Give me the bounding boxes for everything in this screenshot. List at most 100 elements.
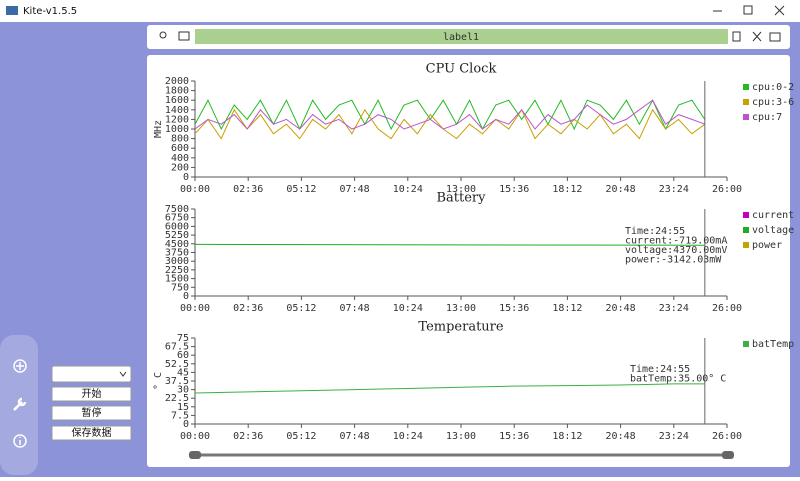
x-tick-label: 18:12	[552, 303, 582, 314]
y-axis-label: ° C	[153, 372, 164, 390]
settings-icon[interactable]	[13, 397, 27, 411]
save-icon[interactable]	[732, 31, 741, 42]
y-tick-label: 45	[177, 367, 189, 378]
y-tick-label: 0	[183, 291, 189, 302]
cursor-annotation: batTemp:35.00° C	[630, 374, 726, 385]
dropdown-arrow	[119, 371, 127, 377]
chart-title: Temperature	[418, 320, 503, 335]
slider-handle-right[interactable]	[722, 451, 734, 459]
y-tick-label: 4500	[165, 239, 189, 250]
slider-handle-left[interactable]	[189, 451, 201, 459]
legend-label: voltage	[752, 225, 794, 236]
legend-label: power	[752, 240, 782, 251]
add-icon-cross	[16, 362, 24, 370]
add-icon[interactable]	[13, 359, 27, 373]
y-tick-label: 67.5	[165, 342, 189, 353]
x-tick-label: 07:48	[340, 303, 370, 314]
pause-button[interactable]	[51, 405, 132, 421]
app-icon	[6, 6, 18, 15]
x-tick-label: 07:48	[340, 184, 370, 195]
x-tick-label: 05:12	[286, 303, 316, 314]
y-tick-label: 60	[177, 350, 189, 361]
legend-swatch	[743, 99, 749, 105]
start-button-label: 开始	[82, 387, 102, 400]
maximize-button[interactable]	[743, 5, 753, 15]
x-tick-label: 15:36	[499, 431, 529, 442]
chart-title: CPU Clock	[426, 62, 497, 77]
chart-panel	[147, 55, 790, 467]
legend-label: current	[752, 210, 794, 221]
y-tick-label: 15	[177, 402, 189, 413]
user-icon[interactable]	[159, 31, 167, 39]
pause-button-label: 暂停	[82, 406, 102, 419]
y-tick-label: 0	[183, 172, 189, 183]
x-tick-label: 26:00	[712, 431, 742, 442]
x-tick-label: 00:00	[180, 431, 210, 442]
y-tick-label: 3000	[165, 256, 189, 267]
x-tick-label: 05:12	[286, 184, 316, 195]
x-tick-label: 23:24	[659, 303, 689, 314]
x-tick-label: 20:48	[606, 184, 636, 195]
window-title: Kite-v1.5.5	[23, 6, 77, 17]
y-tick-label: 30	[177, 385, 189, 396]
y-tick-label: 600	[171, 143, 189, 154]
legend-swatch	[743, 212, 749, 218]
x-tick-label: 15:36	[499, 303, 529, 314]
chart-title: Battery	[436, 191, 486, 206]
y-tick-label: 6750	[165, 213, 189, 224]
close-button[interactable]	[774, 5, 785, 16]
x-tick-label: 23:24	[659, 431, 689, 442]
y-tick-label: 1400	[165, 105, 189, 116]
y-axis-label: MHz	[153, 120, 164, 138]
legend-swatch	[743, 84, 749, 90]
legend-swatch	[743, 242, 749, 248]
legend-label: cpu:3-6	[752, 97, 794, 108]
x-tick-label: 00:00	[180, 184, 210, 195]
start-button[interactable]	[51, 386, 132, 402]
x-tick-label: 23:24	[659, 184, 689, 195]
y-tick-label: 800	[171, 134, 189, 145]
y-tick-label: 7500	[165, 204, 189, 215]
x-tick-label: 05:12	[286, 431, 316, 442]
legend-label: cpu:7	[752, 112, 782, 123]
title-bar	[0, 0, 800, 22]
x-tick-label: 10:24	[393, 431, 423, 442]
save-button-label: 保存数据	[72, 426, 112, 439]
info-icon[interactable]	[13, 434, 27, 448]
y-tick-label: 1800	[165, 86, 189, 97]
y-tick-label: 1600	[165, 95, 189, 106]
y-tick-label: 750	[171, 282, 189, 293]
x-tick-label: 18:12	[552, 184, 582, 195]
x-tick-label: 26:00	[712, 184, 742, 195]
folder-icon[interactable]	[769, 32, 781, 42]
status-label-text: label1	[443, 32, 479, 43]
y-tick-label: 7.5	[171, 410, 189, 421]
cursor-annotation: current:-719.00mA	[625, 236, 727, 247]
cut-icon[interactable]	[752, 31, 762, 42]
x-tick-label: 00:00	[180, 303, 210, 314]
x-tick-label: 13:00	[446, 184, 476, 195]
x-tick-label: 02:36	[233, 431, 263, 442]
y-tick-label: 400	[171, 153, 189, 164]
y-tick-label: 200	[171, 162, 189, 173]
x-tick-label: 10:24	[393, 184, 423, 195]
y-tick-label: 3750	[165, 248, 189, 259]
legend-swatch	[743, 341, 749, 347]
data-line	[195, 108, 706, 140]
x-tick-label: 20:48	[606, 431, 636, 442]
y-tick-label: 37.5	[165, 376, 189, 387]
cursor-annotation: Time:24:55	[625, 226, 685, 237]
image-icon[interactable]	[178, 31, 190, 41]
save-button[interactable]	[51, 425, 132, 441]
legend-label: batTemp	[752, 339, 794, 350]
data-line	[195, 243, 705, 246]
y-tick-label: 1200	[165, 114, 189, 125]
x-tick-label: 13:00	[446, 303, 476, 314]
y-tick-label: 22.5	[165, 393, 189, 404]
legend-swatch	[743, 114, 749, 120]
y-tick-label: 1500	[165, 274, 189, 285]
device-dropdown[interactable]	[51, 365, 132, 383]
x-tick-label: 02:36	[233, 184, 263, 195]
cursor-annotation: voltage:4370.00mV	[625, 245, 727, 256]
